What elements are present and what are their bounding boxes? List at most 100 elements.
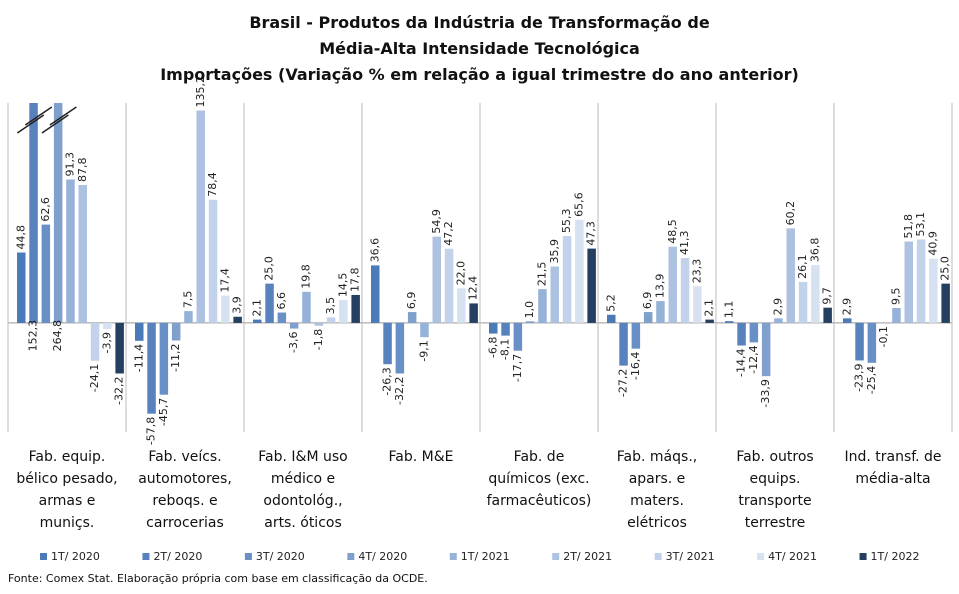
bar <box>53 103 63 323</box>
bar <box>538 289 547 323</box>
data-label: -11,4 <box>132 344 145 372</box>
data-label: 22,0 <box>454 261 467 286</box>
data-label: 14,5 <box>336 273 349 298</box>
axis-break <box>49 106 77 126</box>
bar <box>444 248 454 323</box>
bar <box>587 248 596 323</box>
bar <box>643 312 653 323</box>
data-label: 55,3 <box>560 209 573 234</box>
data-label: -32,2 <box>393 376 406 404</box>
bar <box>855 322 864 361</box>
data-label: 2,1 <box>703 299 716 317</box>
data-label: 47,3 <box>585 221 598 246</box>
data-label: -26,3 <box>381 367 394 395</box>
bar <box>737 322 746 346</box>
data-label: 48,5 <box>666 219 679 244</box>
bar <box>680 258 690 323</box>
data-label: -3,6 <box>287 332 300 353</box>
data-label: -14,4 <box>735 349 748 377</box>
data-label: 264,8 <box>51 320 64 352</box>
data-label: 9,5 <box>889 287 902 305</box>
data-label: -57,8 <box>145 417 158 445</box>
bar <box>843 318 852 323</box>
data-label: 12,4 <box>467 276 480 301</box>
bar <box>395 322 405 374</box>
legend-label: 4T/ 2020 <box>358 550 407 563</box>
bar <box>501 322 510 336</box>
bar <box>892 307 901 323</box>
bar <box>469 303 478 323</box>
data-label: 17,8 <box>349 267 362 292</box>
bar <box>41 224 51 323</box>
legend-swatch <box>244 553 252 560</box>
data-label: 5,2 <box>604 294 617 312</box>
bar <box>725 321 734 323</box>
data-label: 35,9 <box>548 239 561 264</box>
legend-label: 1T/ 2020 <box>51 550 100 563</box>
data-label: -12,4 <box>747 345 760 373</box>
bar <box>66 179 75 323</box>
data-label: -33,9 <box>759 379 772 407</box>
data-label: 47,2 <box>442 221 455 246</box>
bar <box>103 322 112 330</box>
x-tick-label: Ind. transf. de média-alta <box>844 449 942 487</box>
legend-swatch <box>552 553 560 560</box>
x-tick-label: Fab. equip. bélico pesado, armas e muniç… <box>16 449 118 531</box>
axis-break <box>24 106 53 126</box>
data-label: -16,4 <box>629 352 642 380</box>
bar <box>607 314 616 323</box>
data-label: 65,6 <box>572 192 585 217</box>
legend-swatch <box>142 553 150 560</box>
bar <box>929 258 938 323</box>
legend-swatch <box>654 553 662 560</box>
data-label: 91,3 <box>63 152 76 177</box>
bar <box>749 322 759 343</box>
data-label: -11,2 <box>169 343 182 371</box>
bar <box>656 301 665 323</box>
data-label: -9,1 <box>417 340 430 361</box>
data-label: -23,9 <box>853 363 866 391</box>
bar <box>705 319 714 323</box>
bar <box>798 281 808 323</box>
bar <box>575 219 584 323</box>
data-label: 44,8 <box>14 225 27 250</box>
bar <box>159 322 169 395</box>
bar <box>115 322 124 374</box>
data-label: -6,8 <box>486 337 499 358</box>
x-tick-label: Fab. máqs., apars. e maters. elétricos <box>616 449 698 531</box>
bar <box>420 322 429 338</box>
data-label: 62,6 <box>39 197 52 222</box>
legend-swatch <box>347 553 355 560</box>
bar <box>90 322 100 361</box>
legend-swatch <box>859 553 867 560</box>
bar <box>432 236 441 323</box>
bar <box>941 283 950 323</box>
data-label: 54,9 <box>430 209 443 234</box>
data-label: -45,7 <box>157 398 170 426</box>
data-label: 152,3 <box>27 320 40 352</box>
legend-label: 1T/ 2022 <box>871 550 920 563</box>
bar <box>562 236 572 323</box>
bar <box>525 321 535 323</box>
bar <box>457 288 466 323</box>
bar <box>631 322 641 349</box>
data-label: 60,2 <box>784 201 797 226</box>
bar <box>513 322 523 351</box>
data-label: 26,1 <box>796 254 809 279</box>
bar <box>774 318 783 323</box>
legend-label: 1T/ 2021 <box>461 550 510 563</box>
bar <box>29 103 38 323</box>
data-label: 1,0 <box>523 301 536 319</box>
data-label: 6,9 <box>405 292 418 310</box>
data-label: 3,9 <box>231 296 244 314</box>
data-label: -25,4 <box>865 366 878 394</box>
data-label: 1,1 <box>722 301 735 319</box>
bar <box>489 322 498 334</box>
bar <box>147 322 156 414</box>
legend-label: 2T/ 2020 <box>153 550 202 563</box>
bar <box>351 294 360 323</box>
x-tick-label: Fab. outros equips. transporte terrestre <box>736 449 814 531</box>
data-label: -27,2 <box>617 369 630 397</box>
